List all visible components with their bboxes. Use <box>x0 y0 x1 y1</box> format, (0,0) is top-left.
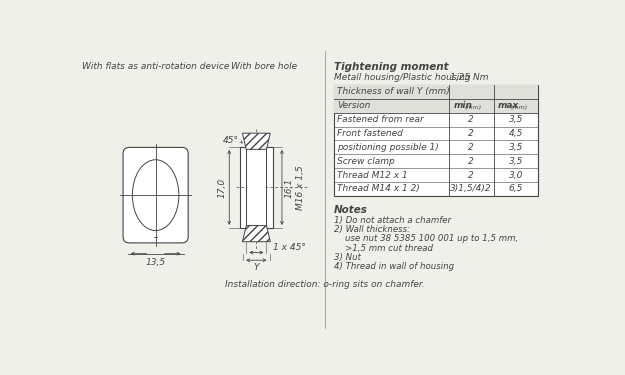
Text: positioning possible 1): positioning possible 1) <box>337 143 439 152</box>
Text: Thread M14 x 1 2): Thread M14 x 1 2) <box>337 184 420 194</box>
Text: 17,0: 17,0 <box>217 177 226 198</box>
Text: Notes: Notes <box>334 205 367 215</box>
Text: Thickness of wall Y (mm): Thickness of wall Y (mm) <box>337 87 450 96</box>
Text: 6,5: 6,5 <box>509 184 523 194</box>
Text: 2) Wall thickness:: 2) Wall thickness: <box>334 225 410 234</box>
Text: 3,5: 3,5 <box>509 143 523 152</box>
Text: min: min <box>453 100 472 109</box>
Text: Front fastened: Front fastened <box>337 129 403 138</box>
Text: 2: 2 <box>468 171 474 180</box>
Text: Installation direction: o-ring sits on chamfer.: Installation direction: o-ring sits on c… <box>224 280 424 289</box>
Text: Fastened from rear: Fastened from rear <box>337 115 424 124</box>
FancyBboxPatch shape <box>123 147 188 243</box>
Text: >1,5 mm cut thread: >1,5 mm cut thread <box>334 244 433 253</box>
Text: Version: Version <box>337 101 371 110</box>
Text: 1 x 45°: 1 x 45° <box>272 243 306 252</box>
Text: use nut 38 5385 100 001 up to 1,5 mm,: use nut 38 5385 100 001 up to 1,5 mm, <box>334 234 518 243</box>
Bar <box>334 85 539 99</box>
Text: Y: Y <box>254 263 259 272</box>
Text: 45°: 45° <box>222 136 239 146</box>
Text: 4) Thread in wall of housing: 4) Thread in wall of housing <box>334 262 454 271</box>
Text: 16,1: 16,1 <box>285 177 294 198</box>
Bar <box>240 147 272 228</box>
Text: With bore hole: With bore hole <box>231 62 298 71</box>
Text: Tightening moment: Tightening moment <box>334 62 449 72</box>
Text: 2: 2 <box>468 157 474 166</box>
Text: 2: 2 <box>468 129 474 138</box>
Text: 3,5: 3,5 <box>509 157 523 166</box>
Text: 13,5: 13,5 <box>146 258 166 267</box>
Text: (mm): (mm) <box>511 105 528 110</box>
Bar <box>246 147 266 228</box>
Text: Screw clamp: Screw clamp <box>337 157 395 166</box>
Text: M16 x 1,5: M16 x 1,5 <box>296 165 305 210</box>
Text: 3,0: 3,0 <box>509 171 523 180</box>
Text: 2: 2 <box>468 143 474 152</box>
Text: 3)1,5/4)2: 3)1,5/4)2 <box>450 184 492 194</box>
Bar <box>334 85 539 196</box>
Text: 3) Nut: 3) Nut <box>334 253 361 262</box>
Text: 3,5: 3,5 <box>509 115 523 124</box>
Text: 1,25 Nm: 1,25 Nm <box>450 73 489 82</box>
Text: 1) Do not attach a chamfer: 1) Do not attach a chamfer <box>334 216 451 225</box>
Polygon shape <box>242 226 271 242</box>
Text: (mm): (mm) <box>464 105 481 110</box>
Text: 2: 2 <box>468 115 474 124</box>
Polygon shape <box>242 133 271 149</box>
Text: max: max <box>498 100 519 109</box>
Text: Metall housing/Plastic housing: Metall housing/Plastic housing <box>334 73 471 82</box>
Text: With flats as anti-rotation device: With flats as anti-rotation device <box>82 62 229 71</box>
Bar <box>334 99 539 113</box>
Text: 4,5: 4,5 <box>509 129 523 138</box>
Text: Thread M12 x 1: Thread M12 x 1 <box>337 171 408 180</box>
